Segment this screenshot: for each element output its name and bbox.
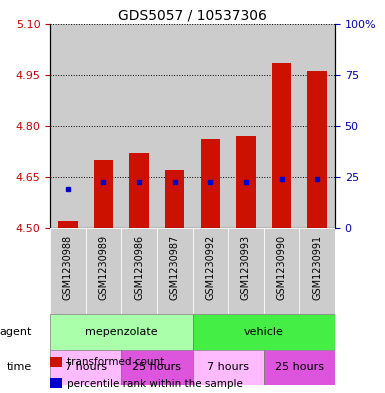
- Title: GDS5057 / 10537306: GDS5057 / 10537306: [118, 8, 267, 22]
- Bar: [50, 350, 121, 385]
- Bar: [157, 24, 192, 228]
- Bar: [129, 153, 149, 228]
- Bar: [50, 314, 192, 350]
- Bar: [192, 314, 335, 350]
- Text: GSM1230988: GSM1230988: [63, 235, 73, 300]
- Text: GSM1230987: GSM1230987: [170, 235, 180, 300]
- Bar: [85, 24, 121, 228]
- Text: vehicle: vehicle: [244, 327, 284, 337]
- Bar: [58, 221, 78, 228]
- Bar: [228, 24, 264, 228]
- Text: time: time: [7, 362, 32, 373]
- Bar: [165, 170, 184, 228]
- Bar: [50, 24, 85, 228]
- Bar: [121, 24, 157, 228]
- Bar: [192, 24, 228, 228]
- Text: agent: agent: [0, 327, 32, 337]
- Text: GSM1230986: GSM1230986: [134, 235, 144, 300]
- Bar: [236, 136, 256, 228]
- Bar: [192, 228, 228, 314]
- Bar: [121, 228, 157, 314]
- Text: 7 hours: 7 hours: [65, 362, 107, 373]
- Bar: [228, 228, 264, 314]
- Bar: [201, 140, 220, 228]
- Bar: [300, 24, 335, 228]
- Bar: [85, 228, 121, 314]
- Bar: [264, 350, 335, 385]
- Bar: [121, 350, 192, 385]
- Text: GSM1230992: GSM1230992: [205, 235, 215, 300]
- Bar: [157, 228, 192, 314]
- Bar: [300, 228, 335, 314]
- Bar: [307, 71, 327, 228]
- Text: 7 hours: 7 hours: [207, 362, 249, 373]
- Text: percentile rank within the sample: percentile rank within the sample: [67, 378, 243, 389]
- Bar: [50, 228, 85, 314]
- Text: GSM1230990: GSM1230990: [276, 235, 286, 300]
- Bar: [192, 350, 264, 385]
- Bar: [94, 160, 113, 228]
- Text: 25 hours: 25 hours: [275, 362, 324, 373]
- Text: GSM1230993: GSM1230993: [241, 235, 251, 300]
- Text: GSM1230991: GSM1230991: [312, 235, 322, 300]
- Bar: [264, 24, 300, 228]
- Bar: [272, 63, 291, 228]
- Text: 25 hours: 25 hours: [132, 362, 181, 373]
- Text: GSM1230989: GSM1230989: [99, 235, 109, 300]
- Text: transformed count: transformed count: [67, 357, 165, 367]
- Text: mepenzolate: mepenzolate: [85, 327, 157, 337]
- Bar: [264, 228, 300, 314]
